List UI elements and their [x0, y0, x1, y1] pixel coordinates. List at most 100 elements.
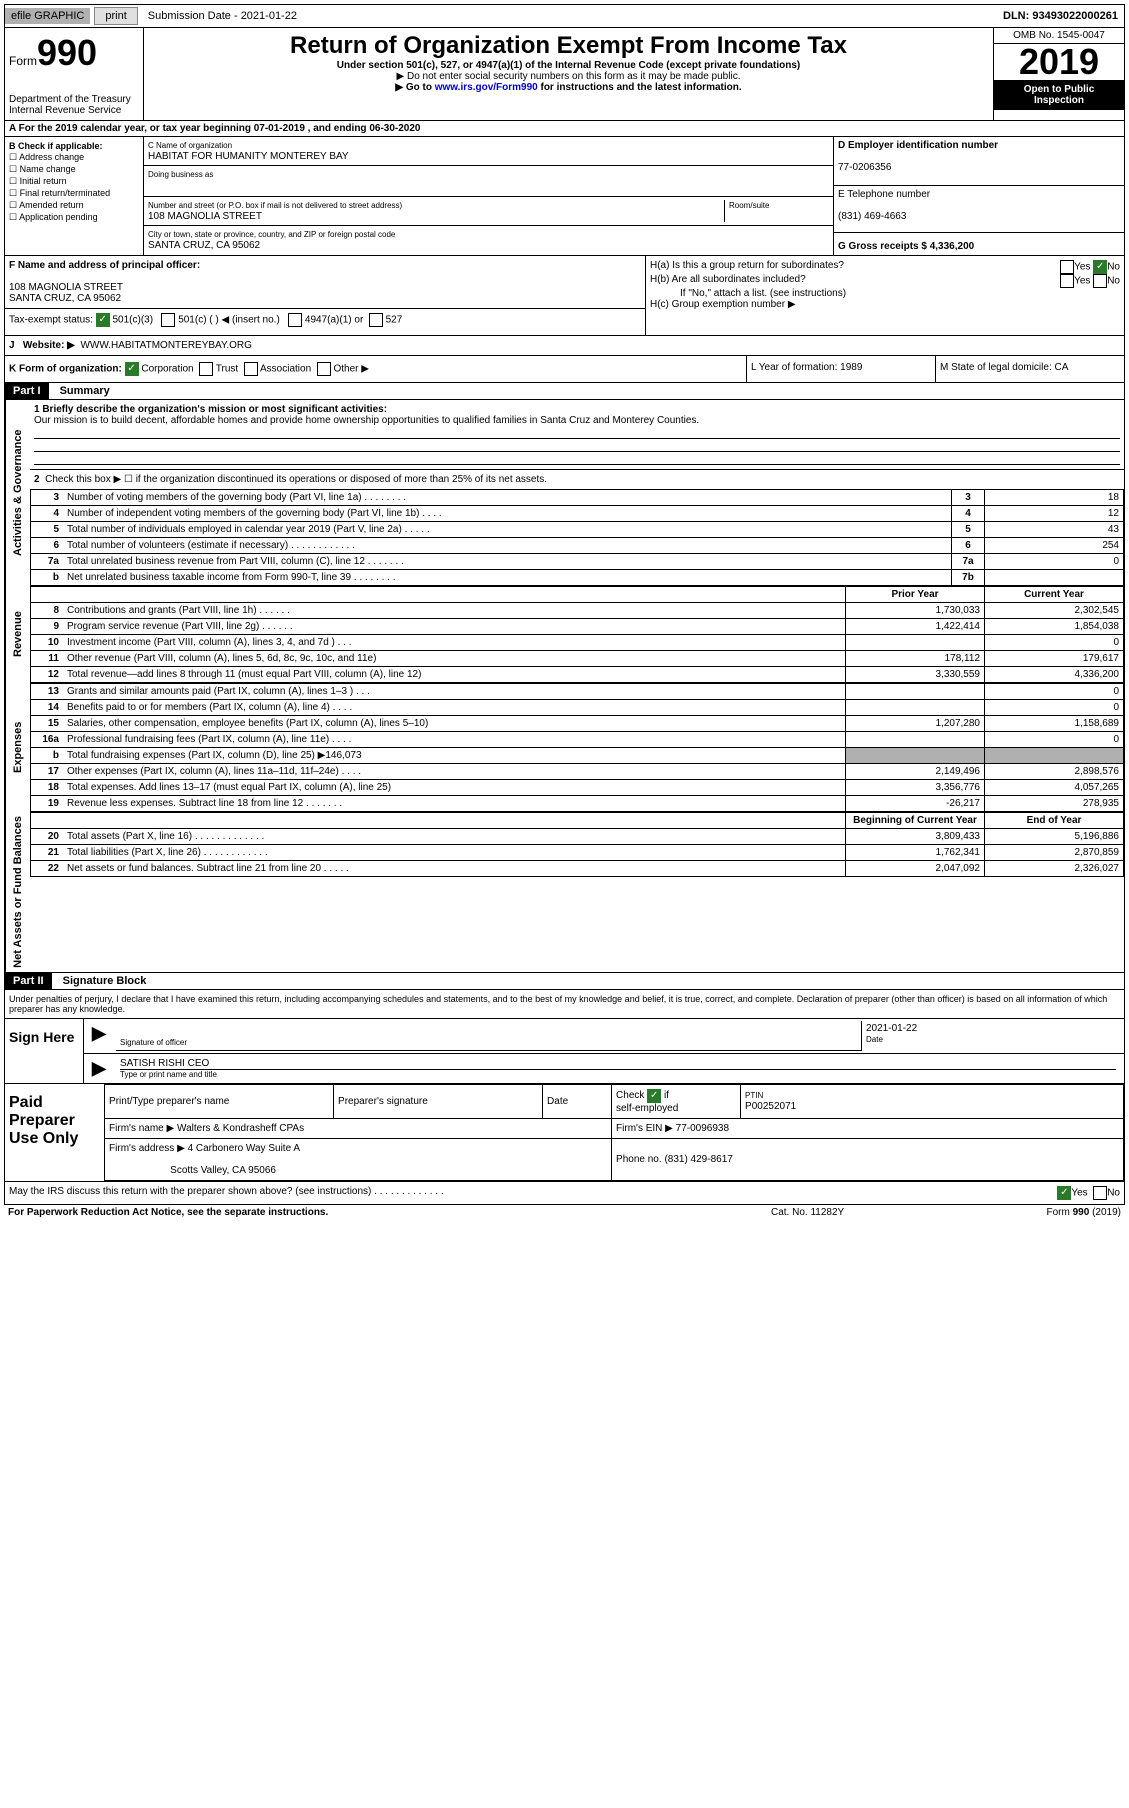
col-b: B Check if applicable: ☐ Address change …	[5, 137, 144, 255]
tel-value: (831) 469-4663	[838, 211, 906, 222]
row-a: A For the 2019 calendar year, or tax yea…	[4, 121, 1125, 137]
ha-yes[interactable]	[1060, 260, 1074, 274]
self-employed-label: Check ✓ ifself-employed	[616, 1090, 678, 1113]
part2-title: Signature Block	[55, 973, 155, 989]
hb-no[interactable]	[1093, 274, 1107, 288]
dba-label: Doing business as	[148, 170, 213, 179]
street-address: 108 MAGNOLIA STREET	[148, 211, 262, 222]
footer-left: For Paperwork Reduction Act Notice, see …	[8, 1207, 771, 1218]
na-table: Beginning of Current YearEnd of Year20To…	[30, 812, 1124, 877]
year-formation: L Year of formation: 1989	[746, 356, 935, 382]
form-header: Form990 Department of the Treasury Inter…	[4, 28, 1125, 121]
revenue-section: Revenue Prior YearCurrent Year8Contribut…	[4, 586, 1125, 683]
vtab-netassets: Net Assets or Fund Balances	[5, 812, 30, 972]
sig-date-value: 2021-01-22	[866, 1023, 917, 1034]
ag-table: 3Number of voting members of the governi…	[30, 489, 1124, 586]
chk-527[interactable]	[369, 313, 383, 327]
chk-pending[interactable]: ☐ Application pending	[9, 212, 139, 223]
section-bcd: B Check if applicable: ☐ Address change …	[4, 137, 1125, 255]
discuss-label: May the IRS discuss this return with the…	[9, 1186, 444, 1200]
chk-initial[interactable]: ☐ Initial return	[9, 176, 139, 187]
part1-title: Summary	[52, 383, 118, 399]
chk-name[interactable]: ☐ Name change	[9, 164, 139, 175]
firm-addr2: Scotts Valley, CA 95066	[170, 1165, 276, 1176]
hb-yes[interactable]	[1060, 274, 1074, 288]
gross-receipts: G Gross receipts $ 4,336,200	[838, 241, 974, 252]
vtab-revenue: Revenue	[5, 586, 30, 683]
part1-header-row: Part I Summary	[4, 383, 1125, 400]
row-k: K Form of organization: ✓ Corporation Tr…	[4, 355, 1125, 383]
ha-no[interactable]: ✓	[1093, 260, 1107, 274]
form-title: Return of Organization Exempt From Incom…	[148, 32, 989, 60]
website-url: WWW.HABITATMONTEREYBAY.ORG	[80, 340, 252, 351]
top-bar: efile GRAPHIC print Submission Date - 20…	[4, 4, 1125, 28]
website-label: Website: ▶	[23, 340, 75, 351]
phone-label: Phone no.	[616, 1154, 662, 1165]
line1-label: 1 Briefly describe the organization's mi…	[34, 404, 387, 415]
efile-label: efile GRAPHIC	[5, 8, 90, 24]
activities-section: Activities & Governance 1 Briefly descri…	[4, 400, 1125, 586]
ein-value: 77-0206356	[838, 162, 891, 173]
subtitle-1: Under section 501(c), 527, or 4947(a)(1)…	[148, 60, 989, 71]
chk-trust[interactable]	[199, 362, 213, 376]
city-label: City or town, state or province, country…	[148, 230, 395, 239]
discuss-no[interactable]	[1093, 1186, 1107, 1200]
hc-label: H(c) Group exemption number ▶	[650, 299, 1120, 310]
ptin-label: PTIN	[745, 1091, 763, 1100]
firm-name-label: Firm's name ▶	[109, 1123, 174, 1134]
header-left: Form990 Department of the Treasury Inter…	[5, 28, 144, 120]
firm-ein-label: Firm's EIN ▶	[616, 1123, 673, 1134]
addr-label: Number and street (or P.O. box if mail i…	[148, 201, 402, 210]
chk-amended[interactable]: ☐ Amended return	[9, 200, 139, 211]
chk-final[interactable]: ☐ Final return/terminated	[9, 188, 139, 199]
phone-value: (831) 429-8617	[664, 1154, 732, 1165]
paid-preparer-label: Paid Preparer Use Only	[5, 1084, 105, 1181]
sig-date-label: Date	[866, 1035, 883, 1044]
chk-address[interactable]: ☐ Address change	[9, 152, 139, 163]
subtitle-2: ▶ Do not enter social security numbers o…	[148, 71, 989, 82]
irs-link[interactable]: www.irs.gov/Form990	[435, 82, 538, 93]
exp-table: 13Grants and similar amounts paid (Part …	[30, 683, 1124, 812]
col-d: D Employer identification number 77-0206…	[833, 137, 1124, 255]
submission-date: Submission Date - 2021-01-22	[142, 8, 303, 24]
expenses-section: Expenses 13Grants and similar amounts pa…	[4, 683, 1125, 812]
mission-line2	[34, 439, 1120, 452]
open-public: Open to Public Inspection	[994, 80, 1124, 110]
chk-corp[interactable]: ✓	[125, 362, 139, 376]
footer-right: Form 990 (2019)	[971, 1207, 1121, 1218]
subtitle-3-pre: ▶ Go to	[395, 82, 434, 93]
firm-addr-label: Firm's address ▶	[109, 1143, 185, 1154]
arrow-icon-2: ▶	[88, 1056, 116, 1081]
print-button[interactable]: print	[94, 7, 137, 25]
officer-name-label: Type or print name and title	[120, 1069, 1116, 1079]
discuss-yes[interactable]: ✓	[1057, 1186, 1071, 1200]
signature-section: Under penalties of perjury, I declare th…	[4, 990, 1125, 1205]
rev-table: Prior YearCurrent Year8Contributions and…	[30, 586, 1124, 683]
j-label: J	[9, 340, 15, 351]
chk-other[interactable]	[317, 362, 331, 376]
chk-4947[interactable]	[288, 313, 302, 327]
form-label: Form	[9, 54, 37, 68]
mission-text: Our mission is to build decent, affordab…	[34, 415, 699, 426]
prep-name-label: Print/Type preparer's name	[105, 1084, 334, 1118]
firm-name: Walters & Kondrasheff CPAs	[177, 1123, 304, 1134]
chk-501c3[interactable]: ✓	[96, 313, 110, 327]
row-f: F Name and address of principal officer:…	[4, 255, 1125, 335]
subtitle-3-post: for instructions and the latest informat…	[538, 82, 742, 93]
tax-status-label: Tax-exempt status:	[9, 315, 93, 326]
vtab-activities: Activities & Governance	[5, 400, 30, 586]
room-label: Room/suite	[729, 201, 769, 210]
part1-label: Part I	[5, 383, 49, 399]
header-right: OMB No. 1545-0047 2019 Open to Public In…	[993, 28, 1124, 120]
chk-assoc[interactable]	[244, 362, 258, 376]
footer: For Paperwork Reduction Act Notice, see …	[4, 1205, 1125, 1220]
officer-label: F Name and address of principal officer:	[9, 260, 200, 271]
chk-501c[interactable]	[161, 313, 175, 327]
col-b-title: B Check if applicable:	[9, 141, 103, 151]
row-a-text: A For the 2019 calendar year, or tax yea…	[9, 123, 420, 134]
dept-label: Department of the Treasury Internal Reve…	[9, 94, 139, 116]
ptin-value: P00252071	[745, 1101, 796, 1112]
mission-line3	[34, 452, 1120, 465]
paid-table: Print/Type preparer's name Preparer's si…	[105, 1084, 1124, 1181]
footer-center: Cat. No. 11282Y	[771, 1207, 971, 1218]
